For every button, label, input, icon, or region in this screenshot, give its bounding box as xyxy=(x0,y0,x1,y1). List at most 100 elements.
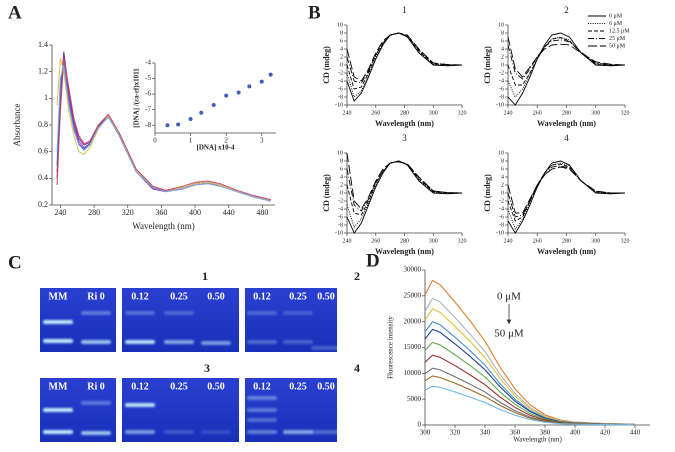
line xyxy=(56,60,271,202)
y-axis-label: CD (mdeg) xyxy=(483,174,492,212)
y-tick-label: 1.4 xyxy=(38,40,48,49)
line xyxy=(424,385,636,426)
y-tick-label: 0 xyxy=(340,62,343,68)
x-tick-label: 320 xyxy=(450,429,461,437)
y-axis-label: Fluorescence intensity xyxy=(387,316,395,379)
x-tick-label: 260 xyxy=(371,238,380,244)
point xyxy=(165,123,170,128)
y-tick-label: 2 xyxy=(340,54,343,60)
legend-label: 0 μM xyxy=(609,13,623,19)
band xyxy=(125,340,155,344)
panel-label: A xyxy=(8,2,22,23)
point xyxy=(268,72,273,77)
lane-label: Ri 0 xyxy=(87,381,105,392)
line xyxy=(507,36,626,78)
x-tick-label: 280 xyxy=(400,110,409,116)
y-tick-label: -7 xyxy=(145,105,151,113)
x-axis-label: Wavelength (nm) xyxy=(132,221,195,231)
x-tick-label: 240 xyxy=(54,208,66,217)
gel-title: 2 xyxy=(354,269,360,283)
gel-title: 3 xyxy=(204,361,210,375)
y-tick-label: 25000 xyxy=(404,291,422,299)
lane-label: 0.25 xyxy=(289,291,307,302)
y-tick-label: -4 xyxy=(338,78,343,84)
band xyxy=(311,346,341,350)
line xyxy=(507,162,625,230)
y-tick-label: 6 xyxy=(501,38,504,44)
line xyxy=(507,39,625,80)
panel-label: C xyxy=(8,252,22,273)
band xyxy=(311,430,341,434)
y-tick-label: -6 xyxy=(499,214,504,220)
chart-title: 3 xyxy=(402,133,407,143)
point xyxy=(199,110,204,115)
y-tick-label: 2 xyxy=(340,182,343,188)
y-tick-label: 1 xyxy=(44,93,48,102)
y-tick-label: -10 xyxy=(496,102,504,108)
y-tick-label: -2 xyxy=(499,70,504,76)
point xyxy=(259,79,264,84)
y-tick-label: -6 xyxy=(338,214,343,220)
band xyxy=(125,430,155,434)
x-axis-label: Wavelength (nm) xyxy=(375,247,434,256)
lane-label: 0.50 xyxy=(207,381,225,392)
line xyxy=(346,160,462,216)
y-tick-label: -2 xyxy=(338,198,343,204)
lane-label: Ri 0 xyxy=(87,291,105,302)
lane-label: 0.25 xyxy=(170,381,188,392)
y-tick-label: 4 xyxy=(501,46,504,52)
gel-title: 1 xyxy=(202,269,208,283)
lane-label: 0.50 xyxy=(207,291,225,302)
lane-label: 0.50 xyxy=(317,381,335,392)
point xyxy=(247,84,252,89)
y-tick-label: 0.4 xyxy=(38,173,48,182)
x-tick-label: 300 xyxy=(429,110,438,116)
x-tick-label: 440 xyxy=(223,208,235,217)
y-tick-label: -10 xyxy=(496,230,504,236)
y-tick-label: -8 xyxy=(338,94,343,100)
x-axis-label: Wavelength (nm) xyxy=(375,119,434,128)
band xyxy=(283,311,313,315)
y-axis-label: [DNA] /(εa-εf)x1011 xyxy=(133,68,141,128)
line xyxy=(424,367,636,426)
point xyxy=(224,93,229,98)
lane-label: 0.25 xyxy=(289,381,307,392)
band xyxy=(247,340,277,344)
y-tick-label: -8 xyxy=(145,121,151,129)
x-tick-label: 360 xyxy=(510,429,521,437)
annotation: 0 μM xyxy=(497,291,521,303)
line xyxy=(56,51,271,202)
band xyxy=(43,320,73,324)
chart-title: 4 xyxy=(564,133,569,143)
y-tick-label: 8 xyxy=(340,30,343,36)
x-tick-label: 280 xyxy=(562,110,571,116)
x-tick-label: 260 xyxy=(533,110,542,116)
x-tick-label: 320 xyxy=(621,110,630,116)
band xyxy=(247,311,277,315)
band xyxy=(43,408,73,412)
y-tick-label: -6 xyxy=(145,90,151,98)
line xyxy=(507,160,626,234)
x-tick-label: 300 xyxy=(420,429,431,437)
lane-label: 0.12 xyxy=(253,381,271,392)
y-tick-label: 8 xyxy=(501,30,504,36)
x-tick-label: 240 xyxy=(343,238,352,244)
point xyxy=(176,122,181,127)
y-tick-label: -10 xyxy=(335,230,343,236)
line xyxy=(346,152,463,210)
x-tick-label: 340 xyxy=(480,429,491,437)
line xyxy=(346,32,462,90)
line xyxy=(56,55,271,202)
y-tick-label: 15000 xyxy=(404,343,422,351)
legend-label: 12.5 μM xyxy=(609,28,630,34)
x-tick-label: 1 xyxy=(189,137,193,145)
x-tick-label: 240 xyxy=(343,110,352,116)
y-tick-label: -2 xyxy=(499,198,504,204)
panel-label: D xyxy=(366,250,380,271)
x-tick-label: 400 xyxy=(570,429,581,437)
x-tick-label: 300 xyxy=(591,110,600,116)
lane-label: 0.50 xyxy=(317,291,335,302)
y-tick-label: 2 xyxy=(501,54,504,60)
y-tick-label: 6 xyxy=(340,38,343,44)
